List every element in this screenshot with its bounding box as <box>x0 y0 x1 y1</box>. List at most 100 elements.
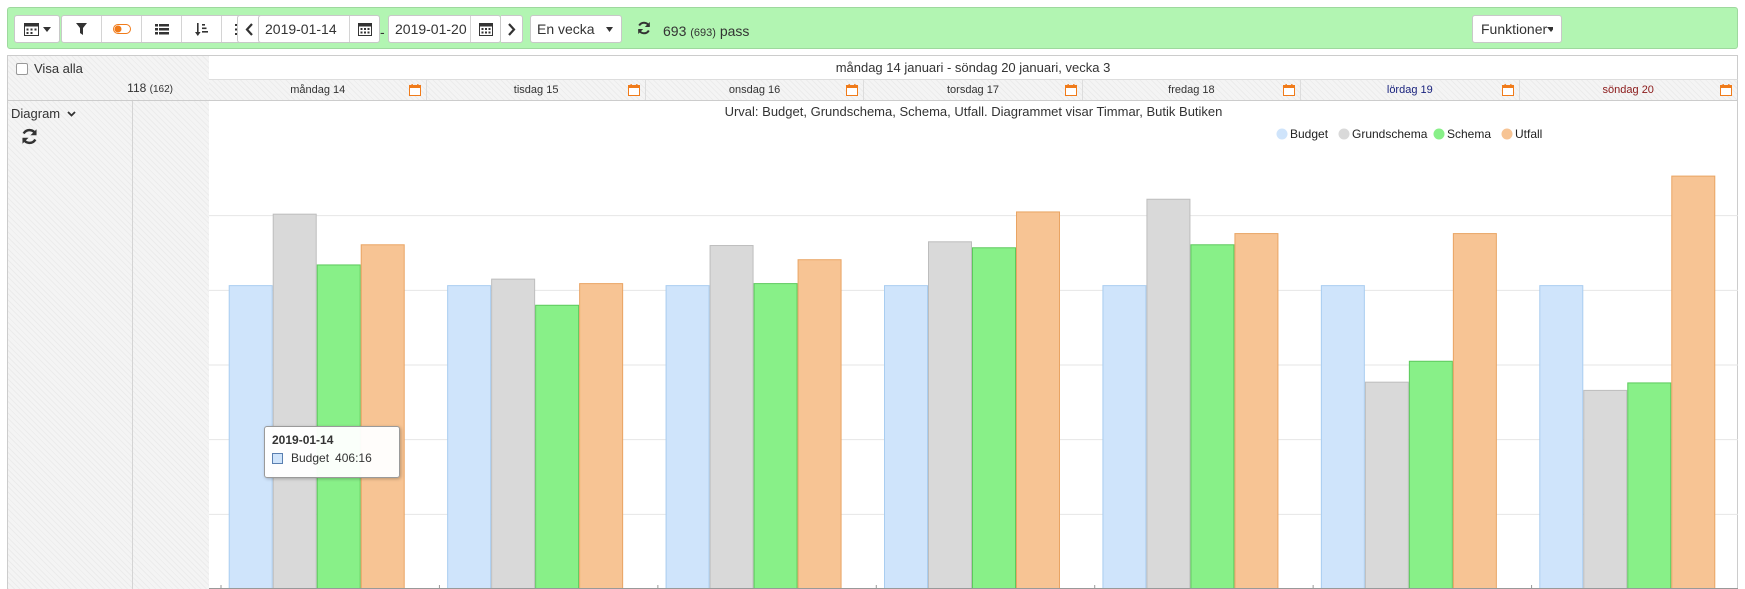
date-separator: - <box>380 24 385 40</box>
calendar-icon <box>357 23 372 36</box>
bar-utfall[interactable] <box>1671 175 1716 589</box>
shift-count-main: 693 <box>663 23 687 39</box>
caret-down-icon <box>1547 26 1553 32</box>
day-header-cell: måndag 14 <box>209 80 428 100</box>
bar-budget[interactable] <box>1320 285 1365 589</box>
next-period-button[interactable] <box>501 15 523 43</box>
day-header-label: lördag 19 <box>1386 84 1433 96</box>
bar-utfall[interactable] <box>360 244 405 589</box>
day-calendar-icon[interactable] <box>1501 84 1514 96</box>
calendar-dropdown-button[interactable] <box>14 15 60 43</box>
date-to-field[interactable]: 2019-01-20 <box>388 15 501 43</box>
date-to-value: 2019-01-20 <box>395 21 467 37</box>
toggle-button[interactable] <box>102 16 142 42</box>
refresh-icon <box>22 128 37 145</box>
filter-button[interactable] <box>62 16 102 42</box>
tooltip-swatch <box>272 452 283 464</box>
sort-button[interactable] <box>182 16 222 42</box>
date-to-calendar-button[interactable] <box>470 16 500 42</box>
chevron-left-icon <box>245 22 253 36</box>
sort-icon <box>194 22 208 36</box>
bar-grundschema[interactable] <box>1364 381 1409 589</box>
functions-dropdown[interactable]: Funktioner <box>1472 15 1562 43</box>
day-header-row: måndag 14 tisdag 15 onsdag 16 torsdag 17 fre… <box>209 79 1738 101</box>
bar-utfall[interactable] <box>1452 233 1497 589</box>
legend-label-utfall: Utfall <box>1515 127 1542 141</box>
bar-utfall[interactable] <box>1234 233 1279 589</box>
chevron-down-icon <box>67 110 76 117</box>
day-header-label: fredag 18 <box>1168 84 1215 96</box>
left-panel-divider <box>132 101 133 589</box>
bar-schema[interactable] <box>535 304 580 589</box>
tooltip-series: Budget <box>291 451 330 465</box>
chart-tooltip: 2019-01-14 Budget 406:16 <box>264 426 400 478</box>
functions-label: Funktioner <box>1481 21 1548 37</box>
diagram-label: Diagram <box>11 106 61 121</box>
bar-schema[interactable] <box>753 283 798 589</box>
legend-label-budget: Budget <box>1290 127 1329 141</box>
day-header-label: torsdag 17 <box>946 84 999 96</box>
show-all-label: Visa alla <box>34 61 83 76</box>
shift-count-paren: (693) <box>690 27 716 39</box>
day-header-cell: torsdag 17 <box>864 80 1083 100</box>
week-title: måndag 14 januari - söndag 20 januari, v… <box>209 55 1738 79</box>
day-calendar-icon[interactable] <box>409 84 422 96</box>
bar-grundschema[interactable] <box>272 213 317 589</box>
list-view-button[interactable] <box>142 16 182 42</box>
day-header-cell: söndag 20 <box>1520 80 1737 100</box>
legend-dot-utfall <box>1501 128 1513 140</box>
day-calendar-icon[interactable] <box>1719 84 1732 96</box>
show-all-checkbox[interactable] <box>16 63 28 75</box>
filter-icon <box>76 23 87 35</box>
bar-budget[interactable] <box>1539 285 1584 589</box>
employee-count-paren: (162) <box>149 84 173 95</box>
shift-count: 693 (693) pass <box>663 23 749 39</box>
bar-budget[interactable] <box>447 285 492 589</box>
bar-grundschema[interactable] <box>709 245 754 589</box>
legend-label-schema: Schema <box>1447 127 1491 141</box>
previous-period-button[interactable] <box>237 15 259 43</box>
bar-schema[interactable] <box>1627 382 1672 589</box>
day-calendar-icon[interactable] <box>1064 84 1077 96</box>
bar-utfall[interactable] <box>797 259 842 589</box>
date-from-field[interactable]: 2019-01-14 <box>258 15 380 43</box>
bar-chart: Urval: Budget, Grundschema, Schema, Utfa… <box>209 104 1738 589</box>
calendar-icon <box>23 23 39 36</box>
bar-budget[interactable] <box>884 285 928 589</box>
bar-utfall[interactable] <box>1016 211 1060 589</box>
bar-utfall[interactable] <box>579 283 624 589</box>
day-header-cell: lördag 19 <box>1301 80 1520 100</box>
bar-grundschema[interactable] <box>491 278 536 589</box>
diagram-dropdown[interactable]: Diagram <box>11 106 76 121</box>
bar-schema[interactable] <box>1408 360 1453 589</box>
bar-grundschema[interactable] <box>1583 389 1628 589</box>
legend-label-grundschema: Grundschema <box>1352 127 1428 141</box>
caret-down-icon <box>42 26 51 32</box>
day-header-cell: fredag 18 <box>1083 80 1302 100</box>
bar-grundschema[interactable] <box>928 241 972 589</box>
tooltip-title: 2019-01-14 <box>272 433 334 447</box>
refresh-button[interactable] <box>637 21 651 38</box>
date-from-calendar-button[interactable] <box>349 16 379 42</box>
legend-dot-schema <box>1433 128 1445 140</box>
left-panel: Visa alla 118 (162) Diagram <box>7 55 209 589</box>
list-icon <box>154 23 169 34</box>
bar-schema[interactable] <box>1190 244 1235 589</box>
tooltip-value: 406:16 <box>335 451 372 465</box>
bar-budget[interactable] <box>1102 285 1147 589</box>
bar-budget[interactable] <box>665 285 710 589</box>
day-calendar-icon[interactable] <box>846 84 859 96</box>
day-calendar-icon[interactable] <box>627 84 640 96</box>
shift-count-unit: pass <box>719 23 750 39</box>
day-header-label: måndag 14 <box>290 84 346 96</box>
left-panel-body: Diagram <box>7 101 209 589</box>
period-select-value: En vecka <box>537 21 595 37</box>
legend-dot-budget <box>1276 128 1288 140</box>
bar-schema[interactable] <box>972 247 1016 589</box>
day-header-cell: onsdag 16 <box>646 80 865 100</box>
bar-grundschema[interactable] <box>1146 198 1191 589</box>
day-header-label: onsdag 16 <box>728 84 781 96</box>
diagram-refresh-button[interactable] <box>21 128 38 148</box>
period-select[interactable]: En vecka <box>530 15 622 43</box>
day-calendar-icon[interactable] <box>1283 84 1296 96</box>
